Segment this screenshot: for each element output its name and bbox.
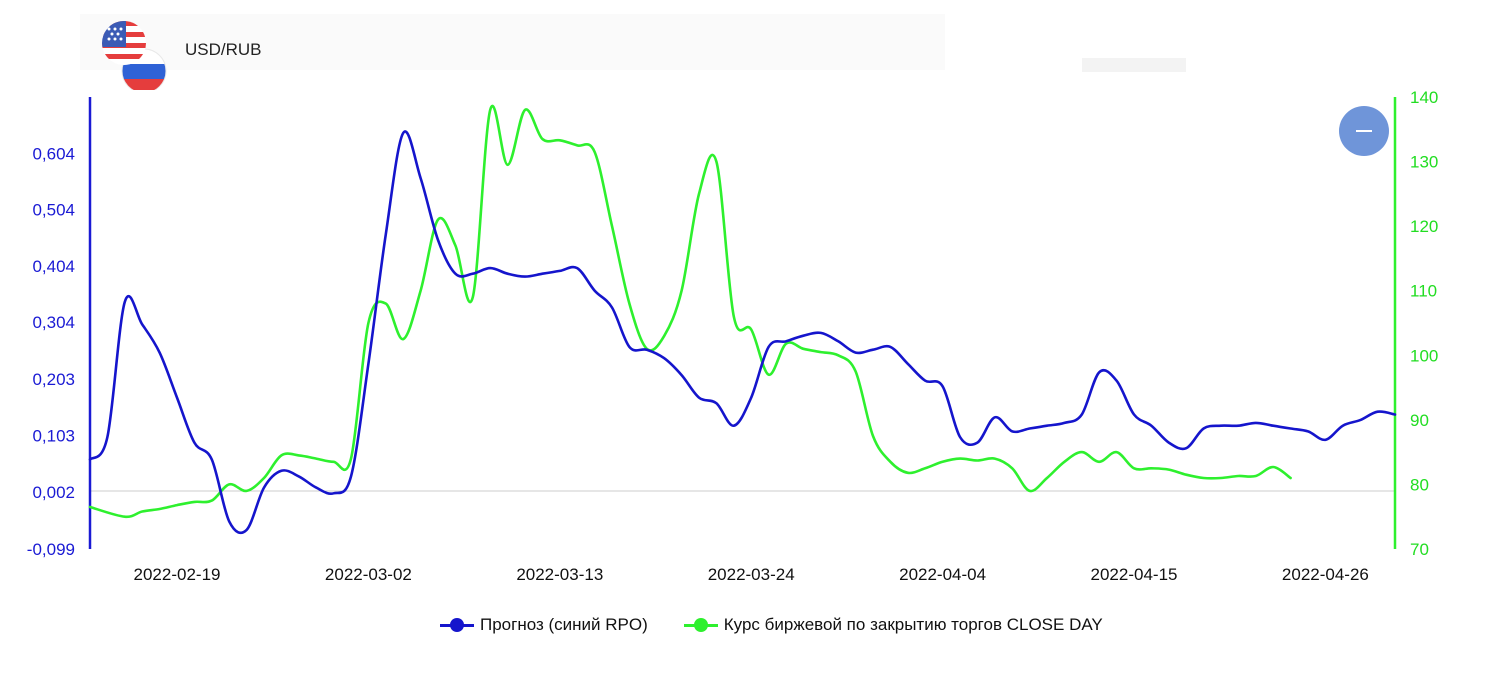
legend-swatch-close bbox=[683, 618, 718, 632]
right-tick-label: 70 bbox=[1410, 540, 1429, 559]
right-axis-ticks: 70 80 90 100 110 120 130 140 bbox=[1410, 88, 1438, 559]
left-tick-label: 0,504 bbox=[32, 201, 75, 220]
legend-item-forecast[interactable]: Прогноз (синий RPO) bbox=[440, 615, 648, 635]
x-tick-label: 2022-04-26 bbox=[1282, 565, 1369, 584]
left-tick-label: 0,203 bbox=[32, 370, 75, 389]
x-tick-label: 2022-04-04 bbox=[899, 565, 986, 584]
header-background bbox=[80, 14, 945, 70]
x-tick-label: 2022-03-24 bbox=[708, 565, 795, 584]
right-tick-label: 130 bbox=[1410, 153, 1438, 172]
left-tick-label: 0,404 bbox=[32, 257, 75, 276]
x-axis-ticks: 2022-02-19 2022-03-02 2022-03-13 2022-03-24… bbox=[134, 565, 1369, 584]
left-axis-ticks: -0,099 0,002 0,103 0,203 0,304 0,404 0,504 0,60… bbox=[27, 144, 75, 559]
x-tick-label: 2022-03-13 bbox=[516, 565, 603, 584]
right-tick-label: 140 bbox=[1410, 88, 1438, 107]
header-tab-stub bbox=[1082, 58, 1186, 72]
left-tick-label: -0,099 bbox=[27, 540, 75, 559]
x-tick-label: 2022-03-02 bbox=[325, 565, 412, 584]
left-tick-label: 0,304 bbox=[32, 313, 75, 332]
left-tick-label: 0,604 bbox=[32, 144, 75, 163]
right-tick-label: 100 bbox=[1410, 346, 1438, 365]
legend-label-forecast: Прогноз (синий RPO) bbox=[480, 615, 648, 634]
legend-label-close: Курс биржевой по закрытию торгов CLOSE D… bbox=[723, 615, 1103, 634]
x-tick-label: 2022-04-15 bbox=[1091, 565, 1178, 584]
collapse-button[interactable] bbox=[1339, 106, 1389, 156]
right-tick-label: 120 bbox=[1410, 217, 1438, 236]
chart-header: USD/RUB bbox=[90, 14, 1400, 90]
series-line-close bbox=[88, 104, 1292, 519]
right-tick-label: 90 bbox=[1410, 411, 1429, 430]
series-layer bbox=[88, 104, 1397, 535]
x-tick-label: 2022-02-19 bbox=[134, 565, 221, 584]
minus-icon bbox=[1356, 130, 1372, 132]
legend-item-close[interactable]: Курс биржевой по закрытию торгов CLOSE D… bbox=[683, 615, 1103, 635]
left-tick-label: 0,103 bbox=[32, 426, 75, 445]
chart-legend: Прогноз (синий RPO) Курс биржевой по зак… bbox=[440, 615, 1139, 635]
currency-flags bbox=[102, 21, 167, 90]
series-line-forecast bbox=[88, 130, 1397, 535]
left-tick-label: 0,002 bbox=[32, 483, 75, 502]
right-tick-label: 80 bbox=[1410, 475, 1429, 494]
right-tick-label: 110 bbox=[1410, 282, 1437, 301]
currency-pair-label: USD/RUB bbox=[185, 40, 262, 59]
legend-swatch-forecast bbox=[440, 618, 474, 632]
